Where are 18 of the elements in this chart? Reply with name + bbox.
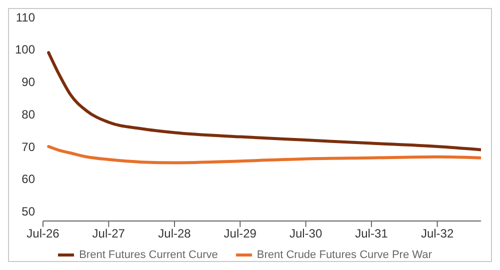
legend-label: Brent Futures Current Curve [79,249,218,261]
y-tick-label: 60 [22,172,36,186]
x-tick-label: Jul-29 [224,226,257,241]
line-series [47,145,481,164]
x-tick-label: Jul-28 [158,226,192,241]
x-tick-label: Jul-27 [92,226,126,241]
y-tick-label: 50 [22,204,36,219]
y-tick-label: 80 [22,107,36,122]
line-series [47,51,481,152]
x-tick-label: Jul-30 [289,226,322,241]
y-tick-label: 90 [22,75,36,90]
y-tick-label: 100 [14,42,36,57]
x-tick-label: Jul-26 [26,226,60,241]
y-tick-label: 110 [16,10,36,24]
legend-label: Brent Crude Futures Curve Pre War [256,249,432,261]
x-tick-label: Jul-32 [420,226,454,241]
y-tick-label: 70 [22,140,36,154]
x-tick-label: Jul-31 [355,226,388,241]
